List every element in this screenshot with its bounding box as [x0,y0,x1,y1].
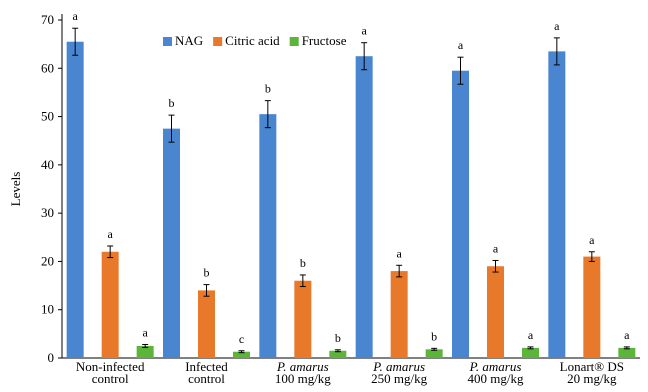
x-category-label: P. amarus 100 mg/kg [275,359,331,386]
bar-nag [548,51,566,359]
significance-label: a [362,24,368,38]
x-category-label-line: control [188,371,225,386]
bar-nag [163,128,180,358]
legend-label: NAG [175,33,203,48]
y-tick-label: 40 [41,157,54,172]
significance-label: c [239,332,244,346]
significance-label: a [493,241,499,255]
x-category-label-line: Non-infected [76,359,145,374]
y-tick-label: 20 [41,253,54,268]
significance-label: b [300,256,306,270]
x-category-label-line: P. amarus [276,359,329,374]
y-tick-label: 50 [41,109,54,124]
x-category-label: Lonart® DS 20 mg/kg [560,359,624,386]
y-tick-label: 0 [48,350,55,365]
x-category-label-line: 250 mg/kg [371,371,427,386]
bar-nag [259,114,277,359]
x-category-label-line: 20 mg/kg [567,371,617,386]
bar-fructose [136,345,154,358]
legend: NAG Citric acid Fructose [163,33,347,48]
x-category-label: P. amarus 250 mg/kg [371,359,427,386]
significance-label: a [528,328,534,342]
bar-nag [452,70,469,358]
x-category-label-line: 100 mg/kg [275,371,331,386]
species-name: P. amarus [372,359,425,374]
y-tick-label: 70 [41,12,54,27]
significance-label: a [143,325,149,339]
significance-label: a [624,328,630,342]
significance-label: b [169,96,175,110]
bars: a a a b b c b b b a a b a a a a a a [66,9,636,359]
x-category-label-line: Infected [185,359,228,374]
legend-label: Fructose [302,33,347,48]
bar-fructose [618,347,636,358]
y-tick-label: 10 [41,302,54,317]
bar-nag [66,41,84,358]
bar-citric-acid [294,280,312,358]
bar-nag [355,56,373,358]
significance-label: b [204,266,210,280]
x-category-label: Infected control [185,359,228,386]
x-category-label-line: P. amarus [469,359,522,374]
legend-label: Citric acid [225,33,280,48]
x-category-label-line: Lonart® DS [560,359,624,374]
legend-swatch [289,37,299,46]
bar-fructose [425,349,443,358]
significance-label: a [458,38,464,52]
species-name: P. amarus [276,359,329,374]
significance-label: b [431,329,437,343]
legend-swatch [163,37,172,46]
bar-fructose [233,351,250,358]
significance-label: a [397,246,403,260]
x-category-label-line: 400 mg/kg [468,371,524,386]
legend-swatch [213,37,223,46]
significance-label: b [335,331,341,345]
significance-label: a [73,9,79,23]
x-category-label-line: control [92,371,129,386]
significance-label: b [265,82,271,96]
significance-label: a [589,233,595,247]
bar-citric-acid [487,266,504,358]
bar-fructose [329,350,347,358]
y-tick-label: 60 [41,60,54,75]
bar-citric-acid [101,251,119,358]
y-tick-label: 30 [41,205,54,220]
x-category-label: Non-infected control [76,359,145,386]
bar-citric-acid [198,290,215,358]
y-axis-title: Levels [8,172,23,207]
x-category-label-line: P. amarus [372,359,425,374]
bar-citric-acid [583,256,601,358]
species-name: P. amarus [469,359,522,374]
bar-citric-acid [390,271,408,358]
significance-label: a [108,227,114,241]
x-category-label: P. amarus 400 mg/kg [468,359,524,386]
significance-label: a [554,19,560,33]
bar-fructose [522,347,539,358]
